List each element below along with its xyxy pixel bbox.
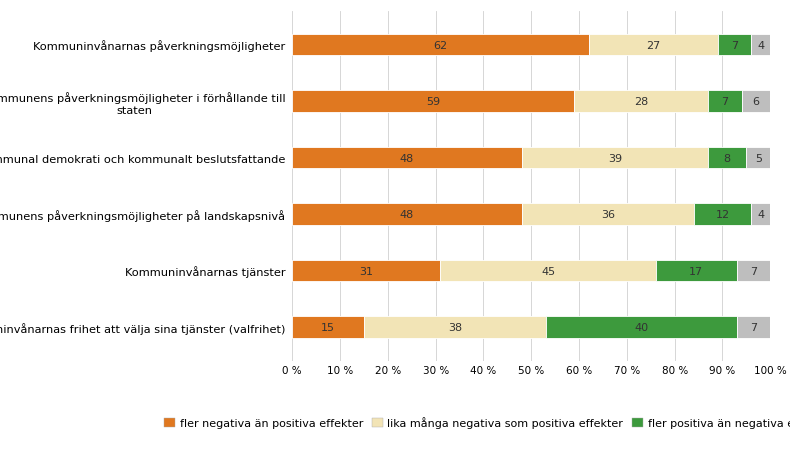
Text: 31: 31: [359, 266, 374, 276]
Text: 38: 38: [448, 322, 462, 332]
Bar: [292, 91, 574, 113]
Text: 39: 39: [608, 153, 622, 163]
Bar: [292, 147, 521, 169]
Bar: [292, 317, 364, 338]
Bar: [717, 35, 751, 56]
Text: 7: 7: [731, 40, 738, 50]
Bar: [521, 147, 708, 169]
Text: 4: 4: [757, 210, 764, 219]
Bar: [742, 91, 770, 113]
Text: 40: 40: [634, 322, 649, 332]
Text: 17: 17: [689, 266, 703, 276]
Text: 5: 5: [754, 153, 762, 163]
Text: 28: 28: [634, 97, 649, 107]
Bar: [292, 260, 441, 282]
Bar: [708, 147, 747, 169]
Text: 12: 12: [716, 210, 729, 219]
Bar: [751, 204, 770, 225]
Bar: [546, 317, 737, 338]
Bar: [737, 260, 770, 282]
Text: 62: 62: [434, 40, 447, 50]
Bar: [751, 35, 770, 56]
Bar: [656, 260, 737, 282]
Bar: [747, 147, 770, 169]
Text: 7: 7: [721, 97, 728, 107]
Bar: [708, 91, 742, 113]
Text: 59: 59: [427, 97, 440, 107]
Text: 4: 4: [757, 40, 764, 50]
Text: 6: 6: [752, 97, 759, 107]
Text: 36: 36: [600, 210, 615, 219]
Text: 48: 48: [400, 153, 414, 163]
Text: 7: 7: [750, 322, 757, 332]
Bar: [737, 317, 770, 338]
Text: 8: 8: [724, 153, 731, 163]
Text: 27: 27: [646, 40, 660, 50]
Bar: [574, 91, 708, 113]
Bar: [364, 317, 546, 338]
Bar: [589, 35, 717, 56]
Legend: fler negativa än positiva effekter, lika många negativa som positiva effekter, f: fler negativa än positiva effekter, lika…: [160, 412, 790, 432]
Bar: [521, 204, 694, 225]
Text: 48: 48: [400, 210, 414, 219]
Text: 45: 45: [541, 266, 555, 276]
Bar: [441, 260, 656, 282]
Bar: [292, 35, 589, 56]
Text: 7: 7: [750, 266, 757, 276]
Bar: [292, 204, 521, 225]
Text: 15: 15: [322, 322, 335, 332]
Bar: [694, 204, 751, 225]
